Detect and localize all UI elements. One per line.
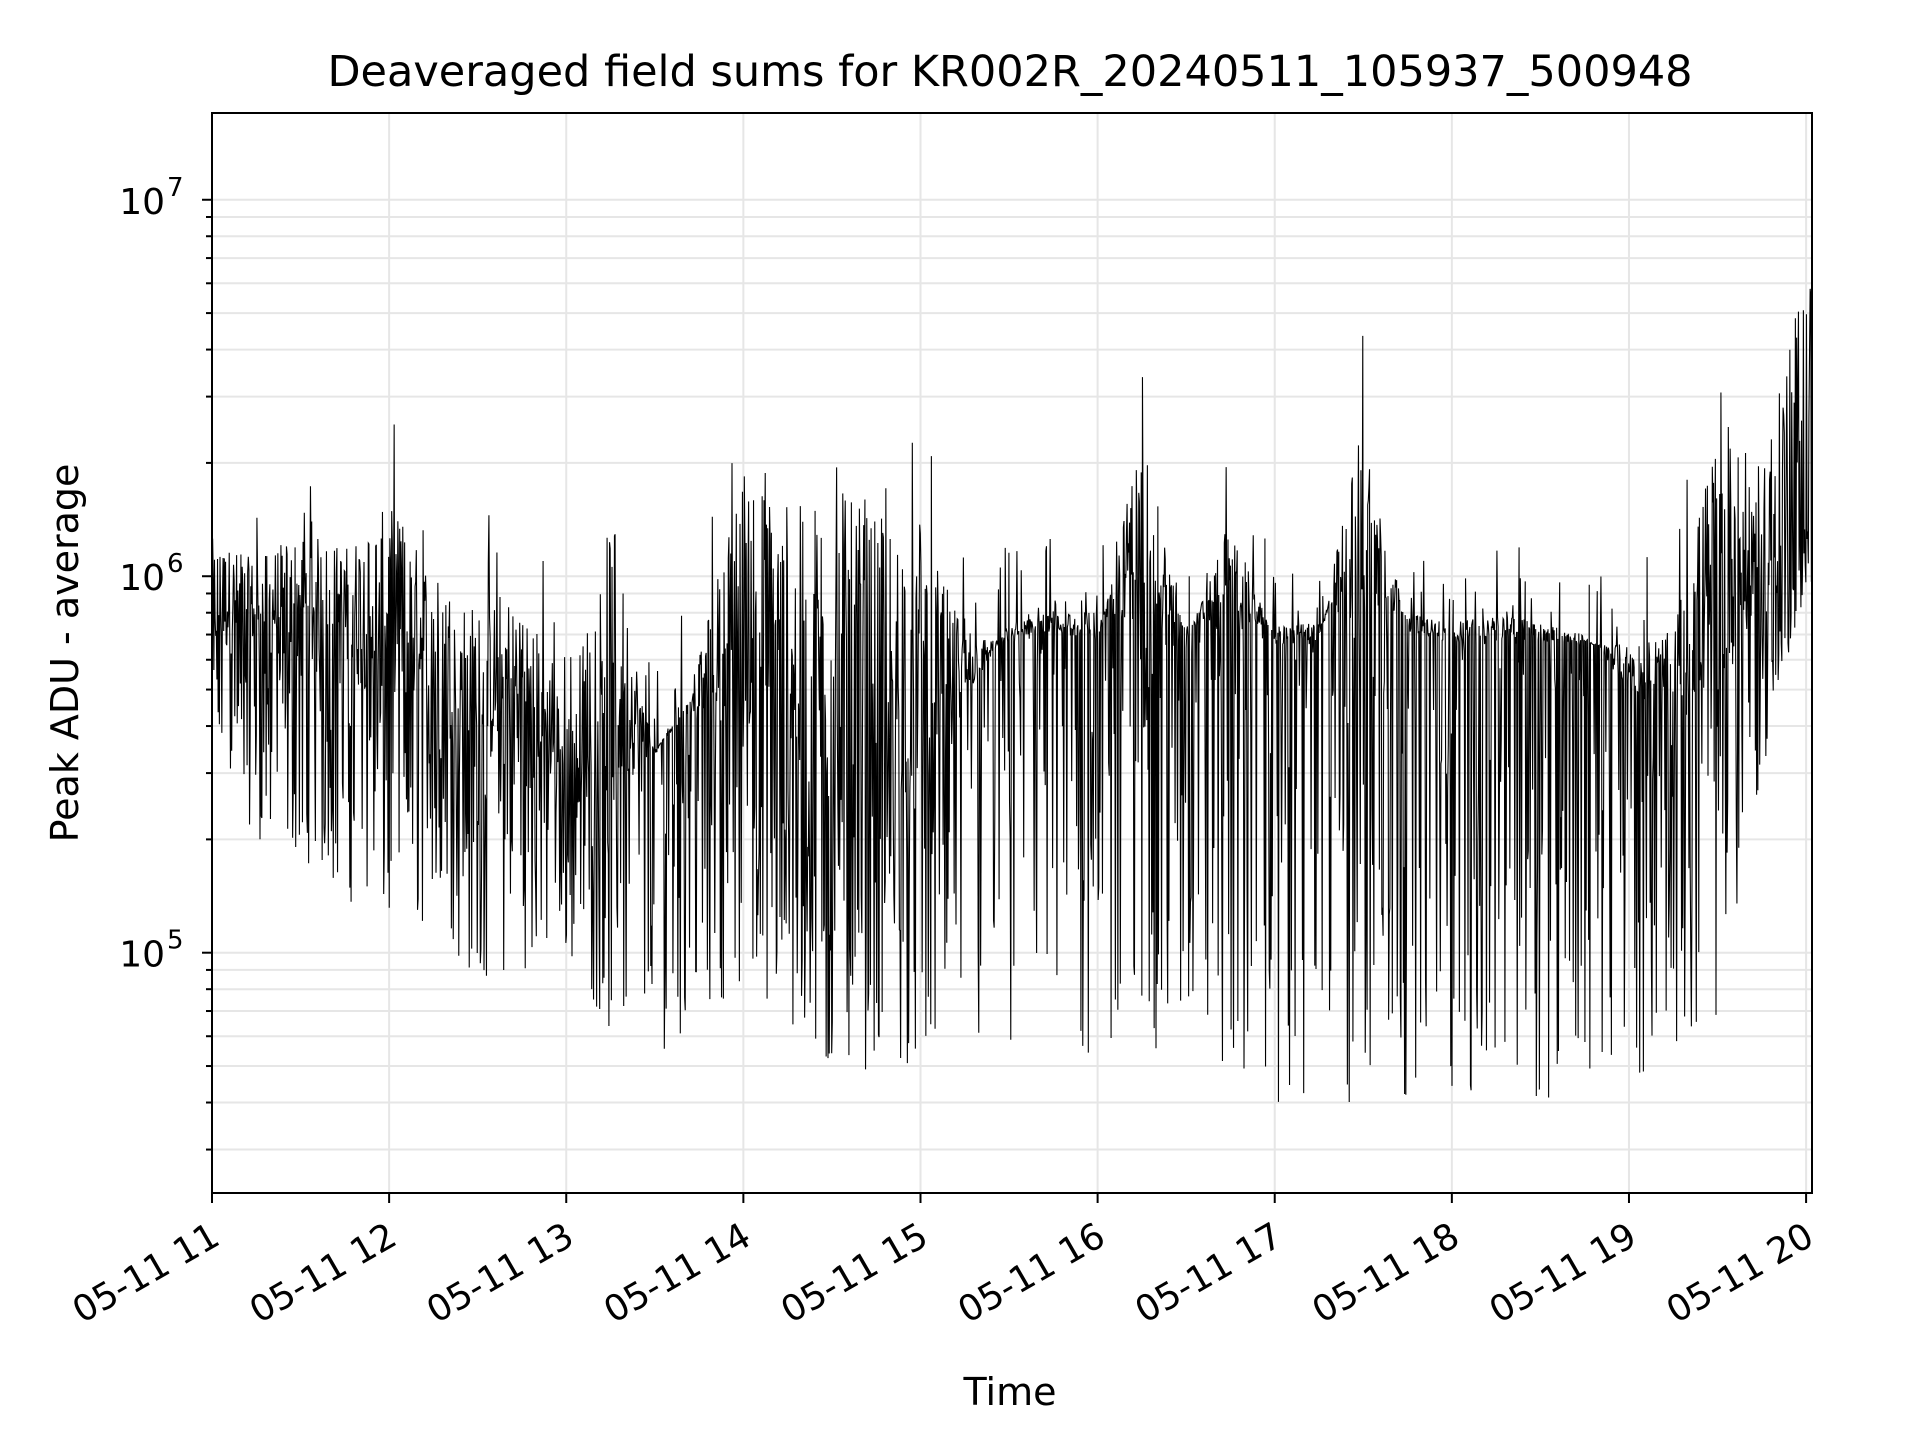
y-tick-label-base: 10 bbox=[119, 182, 165, 223]
y-tick-label: 10 6 bbox=[119, 549, 183, 599]
y-tick-label-base: 10 bbox=[119, 935, 165, 976]
y-axis-label: Peak ADU - average bbox=[43, 464, 87, 843]
y-tick-label: 10 7 bbox=[119, 173, 183, 223]
y-tick-label-exponent: 5 bbox=[167, 926, 184, 956]
y-tick-label-base: 10 bbox=[119, 558, 165, 599]
plot-area bbox=[211, 288, 1813, 1103]
y-tick-label-exponent: 7 bbox=[167, 173, 184, 203]
y-tick-label-exponent: 6 bbox=[167, 549, 184, 579]
series-line bbox=[211, 288, 1813, 1103]
y-tick-label: 10 5 bbox=[119, 926, 183, 976]
x-axis-label: Time bbox=[963, 1370, 1057, 1414]
chart-title: Deaveraged field sums for KR002R_2024051… bbox=[327, 47, 1692, 97]
axes-frame bbox=[211, 112, 1813, 1194]
